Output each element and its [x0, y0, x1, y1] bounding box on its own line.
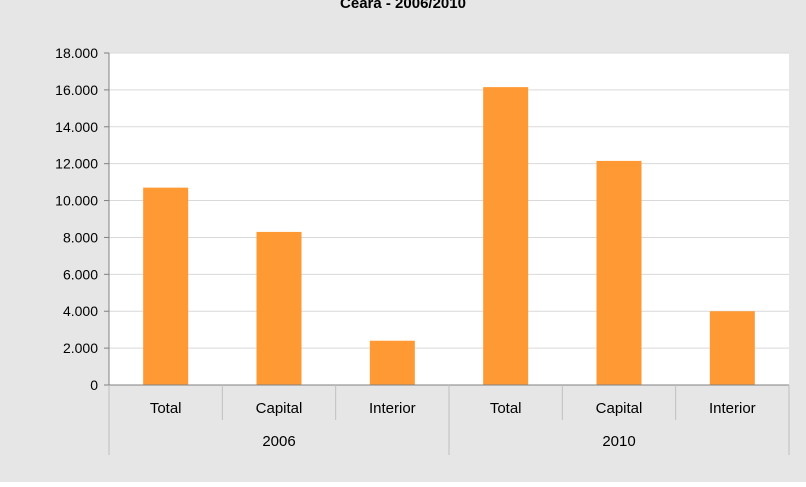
y-tick-label: 4.000 — [63, 303, 98, 319]
x-tick-label: Capital — [596, 400, 643, 417]
bar — [256, 231, 302, 385]
chart-title: Ceará - 2006/2010 — [340, 0, 466, 12]
bars — [143, 87, 755, 385]
y-tick-label: 6.000 — [63, 266, 98, 282]
x-group-label: 2010 — [602, 433, 635, 450]
x-tick-label: Interior — [369, 400, 416, 417]
bar — [369, 340, 415, 385]
y-tick-label: 16.000 — [55, 82, 98, 98]
bar — [143, 187, 189, 385]
x-axis: Total Capital Interior Total Capital Interior… — [108, 53, 790, 455]
x-tick-label: Total — [490, 400, 522, 417]
x-tick-label: Interior — [709, 400, 756, 417]
y-tick-label: 8.000 — [63, 229, 98, 245]
y-tick-label: 14.000 — [55, 119, 98, 135]
x-tick-label: Capital — [256, 400, 303, 417]
y-axis-tick-labels: 0 2.000 4.000 6.000 8.000 10.000 12.000 14.000 1… — [55, 45, 109, 393]
y-tick-label: 2.000 — [63, 340, 98, 356]
y-tick-label: 0 — [90, 377, 98, 393]
y-tick-label: 18.000 — [55, 45, 98, 61]
y-tick-label: 10.000 — [55, 193, 98, 209]
bar — [709, 311, 755, 385]
plot-area — [109, 53, 789, 385]
bar — [483, 87, 529, 385]
y-tick-label: 12.000 — [55, 156, 98, 172]
gridlines — [109, 52, 789, 349]
x-group-label: 2006 — [262, 433, 295, 450]
bar — [596, 160, 642, 385]
x-tick-label: Total — [150, 400, 182, 417]
